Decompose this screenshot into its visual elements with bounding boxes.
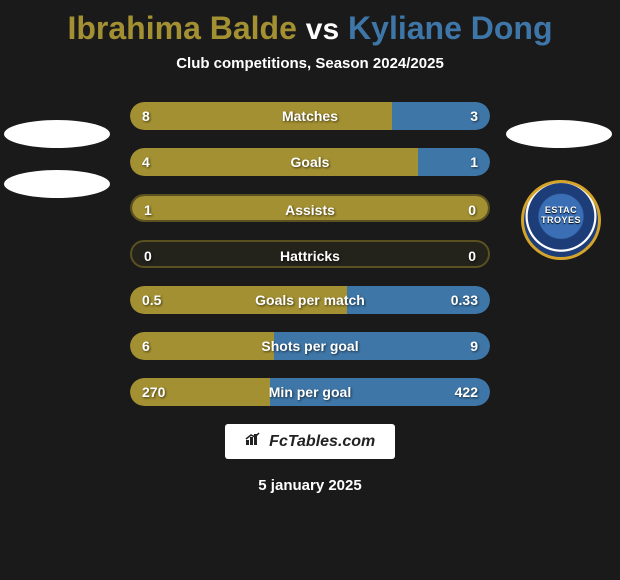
date: 5 january 2025 [0,477,620,494]
stat-metric-label: Min per goal [130,378,490,406]
player2-name: Kyliane Dong [348,10,552,46]
stat-metric-label: Goals per match [130,286,490,314]
footer: FcTables.com [0,424,620,459]
stat-row: 0.50.33Goals per match [130,286,490,314]
stat-metric-label: Matches [130,102,490,130]
fctables-label: FcTables.com [269,433,375,450]
stat-row: 41Goals [130,148,490,176]
estac-troyes-crest-icon [521,180,601,260]
stat-bars: 83Matches 41Goals 10Assists 00Hattricks 0.50… [130,102,490,406]
chart-icon [245,433,265,450]
stat-metric-label: Hattricks [132,242,488,268]
player1-name: Ibrahima Balde [67,10,296,46]
fctables-badge: FcTables.com [225,424,396,459]
stat-row: 10Assists [130,194,490,222]
player1-club-logo-2 [4,170,114,270]
stat-metric-label: Assists [132,196,488,222]
stat-metric-label: Goals [130,148,490,176]
title-vs: vs [306,13,339,46]
stat-row: 00Hattricks [130,240,490,268]
comparison-title: Ibrahima Balde vs Kyliane Dong [0,0,620,47]
player2-club-logo-2 [506,180,616,280]
stat-row: 83Matches [130,102,490,130]
subtitle: Club competitions, Season 2024/2025 [0,55,620,72]
stat-row: 270422Min per goal [130,378,490,406]
stat-metric-label: Shots per goal [130,332,490,360]
stat-row: 69Shots per goal [130,332,490,360]
